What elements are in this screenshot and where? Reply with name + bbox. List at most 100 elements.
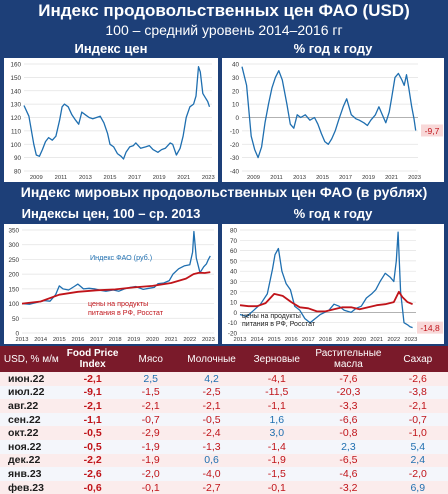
main-title-text: Индекс продовольственных цен ФАО	[38, 1, 363, 20]
chart3-xtick-label: 2023	[202, 337, 215, 343]
chart1-xtick-label: 2011	[55, 175, 67, 181]
value-cell: -1,4	[244, 439, 310, 454]
value-cell: 2,5	[122, 372, 179, 386]
section2-title: Индекс мировых продовольственных цен ФАО…	[0, 184, 448, 200]
col-header-oils: Растительные масла	[309, 346, 388, 372]
value-cell: -3,3	[309, 399, 388, 413]
chart3-series-line-2	[21, 271, 211, 305]
chart1-svg: 80 90 100 110 120 130 140 150 160 2009 2011 2013 201…	[10, 62, 215, 182]
chart1-panel: 80 90 100 110 120 130 140 150 160 2009 2011 2013 201…	[4, 58, 218, 182]
chart3-xtick-label: 2016	[71, 337, 84, 343]
chart3-xtick-label: 2019	[127, 337, 140, 343]
chart4-series-line-1	[239, 231, 413, 329]
value-cell: 2,3	[309, 439, 388, 454]
chart2-xtick-label: 2011	[270, 175, 282, 181]
fpi-cell: -1,1	[62, 412, 123, 427]
chart2-series-line-1	[241, 66, 417, 159]
value-cell: -0,7	[387, 412, 448, 427]
chart1-ytick-label: 110	[11, 128, 22, 135]
row-month: ноя.22	[0, 439, 63, 454]
col-header-sugar: Сахар	[387, 346, 448, 372]
chart3-svg: 0 50 100 150 200 250 300 350 2013 2014 2015 2016 201…	[8, 228, 215, 344]
table-row: янв.23 -2,6 -2,0 -4,0 -1,5 -4,6 -2,0	[0, 467, 448, 481]
chart3-ytick-label: 300	[8, 242, 19, 249]
fpi-cell: -0,5	[62, 426, 123, 440]
chart3-xtick-label: 2017	[90, 337, 103, 343]
chart1-xtick-label: 2017	[128, 175, 141, 181]
chart4-panel: -20 -10 0 10 20 30 40 50 60 70 80 2013 2014 2015 2016 2…	[222, 224, 444, 344]
value-cell: -20,3	[309, 385, 388, 400]
value-cell: -2,1	[387, 399, 448, 413]
section2-title-text: Индекс мировых продовольственных цен ФАО	[20, 184, 357, 200]
value-cell: -4,6	[309, 467, 388, 481]
chart2-ytick-label: 0	[235, 115, 239, 122]
col-header-month: USD, % м/м	[0, 346, 63, 372]
value-cell: -1,5	[244, 467, 310, 481]
chart4-last-value-box	[417, 321, 443, 334]
chart1-ytick-label: 160	[10, 62, 21, 69]
value-cell: -3,2	[309, 480, 388, 494]
chart4-ytick-label: 70	[230, 238, 238, 245]
row-month: авг.22	[0, 399, 63, 413]
chart2-ytick-label: -40	[230, 169, 240, 176]
chart4-xtick-label: 2014	[251, 337, 265, 343]
value-cell: -2,0	[122, 467, 179, 481]
chart2-ytick-label: 20	[232, 88, 240, 95]
chart1-ytick-label: 140	[10, 88, 21, 95]
value-cell: 3,0	[244, 426, 310, 440]
value-cell: -1,9	[122, 453, 179, 468]
chart2-ytick-label: 30	[232, 75, 240, 82]
row-month: сен.22	[0, 412, 63, 427]
row-month: окт.22	[0, 426, 63, 440]
chart4-last-value-label: -14,8	[420, 323, 440, 333]
table-row: июл.22 -9,1 -1,5 -2,5 -11,5 -20,3 -3,8	[0, 385, 448, 400]
chart2-xtick-label: 2023	[408, 175, 421, 181]
chart2-svg: -40 -30 -20 -10 0 10 20 30 40 2009 2011 2013 2015 201…	[230, 62, 443, 181]
chart4-ytick-label: 60	[230, 248, 238, 255]
value-cell: -1,9	[244, 453, 310, 468]
chart4-xtick-label: 2021	[370, 337, 383, 343]
chart4-ytick-label: 80	[230, 228, 238, 235]
fpi-cell: -0,6	[62, 480, 123, 494]
chart4-xtick-label: 2018	[319, 337, 332, 343]
chart4-xtick-label: 2022	[387, 337, 400, 343]
chart1-ytick-label: 100	[10, 142, 21, 149]
chart3-ytick-label: 200	[8, 272, 19, 279]
chart1-ytick-label: 80	[14, 169, 22, 176]
value-cell: -2,1	[178, 399, 245, 413]
value-cell: -1,9	[122, 439, 179, 454]
chart4-rf-label-line2: питания в РФ, Росстат	[242, 321, 316, 328]
chart2-ytick-label: -10	[230, 128, 240, 135]
chart1-series-line-1	[23, 66, 211, 160]
col-header-dairy: Молочные	[178, 346, 245, 372]
fpi-cell: -2,2	[62, 453, 123, 468]
chart4-ytick-label: 20	[230, 289, 238, 296]
value-cell: -4,1	[244, 372, 310, 386]
fpi-cell: -2,1	[62, 372, 123, 386]
fpi-cell: -0,5	[62, 439, 123, 454]
price-table: USD, % м/м Food Price Index Мясо Молочны…	[0, 346, 448, 494]
table-header-row: USD, % м/м Food Price Index Мясо Молочны…	[0, 346, 448, 372]
table-row: ноя.22 -0,5 -1,9 -1,3 -1,4 2,3 5,4	[0, 439, 448, 454]
chart2-xtick-label: 2009	[247, 175, 260, 181]
chart3-ytick-label: 100	[8, 301, 19, 308]
table-row: сен.22 -1,1 -0,7 -0,5 1,6 -6,6 -0,7	[0, 412, 448, 427]
value-cell: -0,8	[309, 426, 388, 440]
chart1-xtick-label: 2015	[104, 175, 117, 181]
fpi-cell: -2,6	[62, 467, 123, 481]
chart3-xtick-label: 2020	[146, 337, 159, 343]
chart3-panel: 0 50 100 150 200 250 300 350 2013 2014 2015 2016 201…	[4, 224, 218, 344]
value-cell: -0,7	[122, 412, 179, 427]
chart2-last-value-label: -9,7	[425, 126, 440, 136]
fpi-cell: -2,1	[62, 399, 123, 413]
chart4-ytick-label: 50	[230, 258, 238, 265]
fpi-cell: -9,1	[62, 385, 123, 400]
table-row: авг.22 -2,1 -2,1 -2,1 -1,1 -3,3 -2,1	[0, 399, 448, 413]
chart1-xtick-label: 2023	[202, 175, 215, 181]
chart3-rf-label-line2: питания в РФ, Росстат	[88, 308, 164, 317]
chart1-ytick-label: 150	[10, 75, 21, 82]
chart3-xtick-label: 2021	[165, 337, 178, 343]
table-row: окт.22 -0,5 -2,9 -2,4 3,0 -0,8 -1,0	[0, 426, 448, 440]
col-header-meat: Мясо	[122, 346, 179, 372]
chart1-xtick-label: 2021	[177, 175, 190, 181]
